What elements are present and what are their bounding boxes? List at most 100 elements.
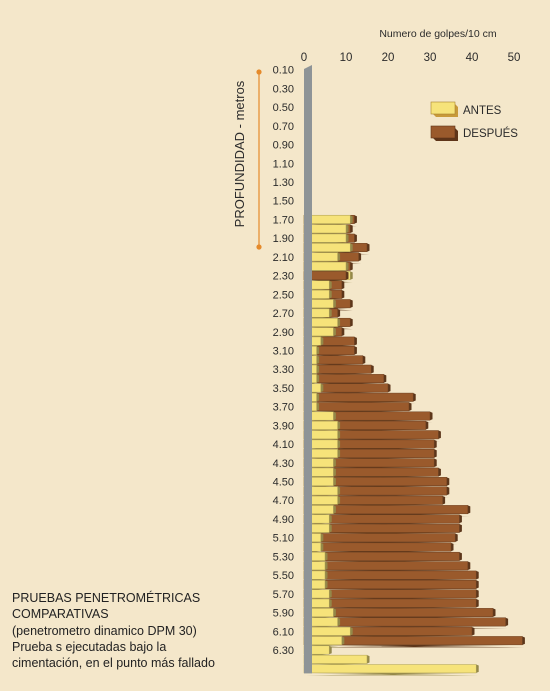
x-tick-label: 10 [340,52,353,64]
bar-antes-shadow [306,533,324,545]
depth-tick-label: 5.90 [273,608,294,620]
bar-antes-shadow [306,617,341,629]
depth-tick-label: 0.10 [273,65,294,77]
depth-tick-label: 5.70 [273,589,294,601]
bar-antes-shadow [306,608,336,620]
bar-despues-shadow [306,627,475,638]
bar-antes-shadow [306,599,332,610]
bars-group [303,214,525,676]
bar-antes-shadow [306,318,341,330]
depth-tick-label: 2.30 [273,271,294,283]
bar-antes-shadow [306,570,328,582]
bar-antes-shadow [306,627,353,638]
bar-antes-shadow [306,393,320,404]
bar-antes-shadow [306,439,341,451]
bar-antes-shadow [306,430,341,442]
legend: ANTES DESPUÉS [430,101,518,141]
bar-antes-shadow [306,514,332,526]
bar-despues-shadow [306,552,462,564]
caption-line: Prueba s ejecutadas bajo la [12,639,167,654]
bar-despues-shadow [306,533,458,545]
bar-antes-shadow [306,421,341,433]
bar-despues [303,580,477,589]
bar-despues-shadow [306,608,496,620]
bar-antes-shadow [306,467,336,479]
x-tick-label: 40 [466,52,479,64]
bar-antes-shadow [306,411,336,423]
bar-antes-shadow [306,346,320,358]
bar-despues-shadow [306,383,391,395]
depth-tick-label: 1.50 [273,196,294,208]
axis-group: 0 10 20 30 40 50 0.10 0.30 0.50 0.70 0.90 1.10 1.30 1… [273,52,521,674]
bar-despues-shadow [306,524,462,536]
bar-despues-shadow [306,346,357,358]
depth-tick-label: 2.10 [273,252,294,264]
legend-label-antes: ANTES [463,105,502,117]
depth-tick-label: 1.70 [273,214,294,226]
bar-antes-shadow [306,327,336,339]
x-tick-label: 20 [382,52,395,64]
depth-tick-label: 3.30 [273,364,294,376]
depth-tick-label: 4.10 [273,439,294,451]
depth-tick-label: 4.90 [273,514,294,526]
bar-despues-shadow [306,430,441,442]
bar-despues-shadow [306,636,525,648]
bar-antes-shadow [306,645,332,657]
bar-despues-shadow [306,570,479,582]
bar-antes-shadow [306,336,324,348]
bar-antes-shadow [306,486,341,498]
depth-tick-label: 0.30 [273,83,294,95]
bar-despues-shadow [306,514,462,526]
bar-despues-shadow [306,336,357,348]
bar-despues-shadow [306,411,433,423]
bar-despues-shadow [306,355,366,367]
caption-line: COMPARATIVAS [12,607,109,622]
depth-tick-label: 3.50 [273,383,294,395]
bar-antes-shadow [306,402,320,414]
bar-despues-shadow [306,402,412,414]
bar-antes-shadow [306,299,336,311]
bar-despues [303,561,469,571]
bar-antes-shadow [306,636,345,648]
bar-antes-shadow [306,215,353,227]
bar-antes-shadow [306,374,320,386]
depth-tick-label: 2.70 [273,308,294,320]
bar-despues [303,402,410,412]
bar-antes-shadow [306,477,336,489]
bar-despues-shadow [306,458,437,470]
bar-despues-shadow [306,599,479,610]
bar-antes-shadow [306,505,336,517]
bar-despues-shadow [306,561,471,573]
bar-despues [303,392,414,402]
x-tick-label: 50 [508,52,521,64]
bar-despues-shadow [306,496,446,507]
bar-despues-shadow [306,589,479,601]
bar-antes-shadow [306,580,328,592]
bar-despues-shadow [306,505,471,517]
bar-despues-shadow [306,365,374,376]
caption-line: (penetrometro dinamico DPM 30) [12,623,197,638]
caption-line: PRUEBAS PENETROMÉTRICAS [12,591,201,605]
depth-tick-label: 2.90 [273,327,294,339]
depth-tick-label: 4.30 [273,458,294,470]
bar-despues-shadow [306,467,441,479]
depth-tick-label: 2.50 [273,289,294,301]
bar-despues-shadow [306,477,450,489]
bar-antes-shadow [306,552,328,564]
bar-antes-shadow [306,290,332,302]
depth-tick-label: 5.30 [273,551,294,563]
bar-antes-shadow [306,664,479,676]
depth-tick-label: 0.90 [273,140,294,152]
bar-antes-shadow [306,233,349,245]
depth-tick-label: 4.50 [273,477,294,489]
bar-despues-shadow [306,439,437,451]
bar-despues-shadow [306,617,509,629]
depth-tick-label: 1.90 [273,233,294,245]
bar-antes-shadow [306,252,341,264]
bar-despues [303,570,477,580]
bar-despues [303,533,456,543]
bar-antes-shadow [306,589,332,601]
depth-tick-label: 5.10 [273,533,294,545]
y-axis-title: PROFUNDIDAD - metros [232,80,247,227]
depth-tick-label: 0.70 [273,121,294,133]
